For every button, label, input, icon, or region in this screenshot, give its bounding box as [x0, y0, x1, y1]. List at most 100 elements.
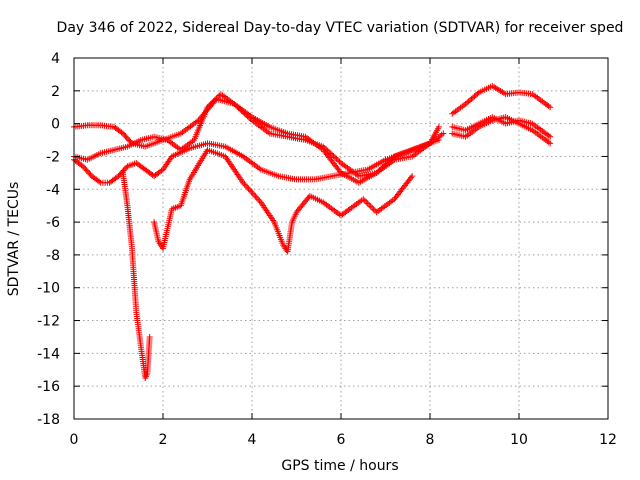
x-tick-label: 8: [426, 432, 435, 448]
y-tick-label: -8: [46, 248, 60, 264]
series-track-4: [119, 169, 153, 381]
data-point: [366, 201, 373, 208]
data-point: [472, 92, 479, 99]
series-track-3: [71, 91, 447, 186]
data-point: [464, 99, 471, 106]
data-point: [246, 187, 253, 194]
data-point: [474, 90, 481, 97]
data-point: [255, 196, 262, 203]
x-tick-labels: 0 2 4 6 8 10 12: [70, 432, 617, 448]
data-point: [375, 168, 382, 175]
data-point: [333, 155, 340, 162]
data-point: [345, 207, 352, 214]
data-point: [214, 94, 221, 101]
data-point: [332, 154, 339, 161]
data-point: [545, 132, 552, 139]
data-point: [545, 103, 552, 110]
data-point: [409, 173, 416, 180]
data-point: [329, 151, 336, 158]
data-point: [386, 157, 393, 164]
data-points: [71, 82, 554, 381]
series-track-2: [71, 137, 442, 186]
data-point: [381, 163, 388, 170]
data-point: [249, 190, 256, 197]
data-point: [373, 169, 380, 176]
data-point: [360, 196, 367, 203]
data-point: [96, 178, 103, 185]
data-point: [305, 194, 312, 201]
data-point: [122, 133, 129, 140]
data-point: [146, 333, 153, 340]
data-point: [389, 154, 396, 161]
y-tick-label: 4: [51, 51, 60, 67]
data-point: [370, 206, 377, 213]
data-point: [126, 137, 133, 144]
data-point: [208, 99, 215, 106]
data-point: [78, 162, 85, 169]
x-tick-label: 6: [337, 432, 346, 448]
y-tick-label: -4: [46, 182, 60, 198]
data-point: [121, 131, 128, 138]
y-tick-label: -2: [46, 149, 60, 165]
data-point: [121, 166, 128, 173]
y-tick-label: -14: [37, 346, 60, 362]
x-tick-label: 12: [599, 432, 617, 448]
data-point: [369, 204, 376, 211]
data-point: [376, 167, 383, 174]
x-tick-label: 4: [248, 432, 257, 448]
data-point: [211, 96, 218, 103]
data-point: [465, 98, 472, 105]
data-point: [364, 200, 371, 207]
data-point: [382, 161, 389, 168]
data-point: [114, 174, 121, 181]
data-point: [545, 139, 552, 146]
data-point: [204, 104, 211, 111]
data-point: [388, 156, 395, 163]
y-tick-label: -16: [37, 379, 60, 395]
chart-title: Day 346 of 2022, Sidereal Day-to-day VTE…: [57, 20, 624, 36]
y-tick-label: -12: [37, 314, 60, 330]
data-point: [378, 165, 385, 172]
data-point: [119, 130, 126, 137]
data-point: [118, 129, 125, 136]
data-point: [367, 203, 374, 210]
x-tick-label: 2: [159, 432, 168, 448]
data-point: [252, 193, 259, 200]
data-point: [87, 171, 94, 178]
data-point: [379, 164, 386, 171]
data-point: [83, 167, 90, 174]
data-point: [242, 182, 249, 189]
data-point: [335, 157, 342, 164]
data-point: [123, 164, 130, 171]
data-point: [440, 130, 447, 137]
data-point: [330, 153, 337, 160]
data-point: [383, 160, 390, 167]
y-tick-label: -10: [37, 281, 60, 297]
data-point: [471, 93, 478, 100]
x-tick-label: 10: [510, 432, 528, 448]
x-tick-label: 0: [70, 432, 79, 448]
y-axis-label: SDTVAR / TECUs: [6, 182, 22, 297]
data-point: [210, 98, 217, 105]
data-point: [361, 197, 368, 204]
y-tick-label: -18: [37, 412, 60, 428]
data-point: [125, 136, 132, 143]
data-point: [123, 134, 130, 141]
data-point: [462, 100, 469, 107]
data-point: [81, 164, 88, 171]
data-point: [84, 168, 91, 175]
data-point: [327, 150, 334, 157]
y-tick-label: 2: [51, 84, 60, 100]
data-point: [115, 173, 122, 180]
data-point: [79, 163, 86, 170]
x-axis-label: GPS time / hours: [281, 458, 398, 474]
data-point: [435, 123, 442, 130]
data-point: [119, 168, 126, 175]
y-tick-label: 0: [51, 117, 60, 133]
data-point: [86, 170, 93, 177]
data-point: [251, 191, 258, 198]
tick-marks: [73, 57, 609, 420]
series-track-8: [449, 114, 554, 147]
data-point: [248, 188, 255, 195]
